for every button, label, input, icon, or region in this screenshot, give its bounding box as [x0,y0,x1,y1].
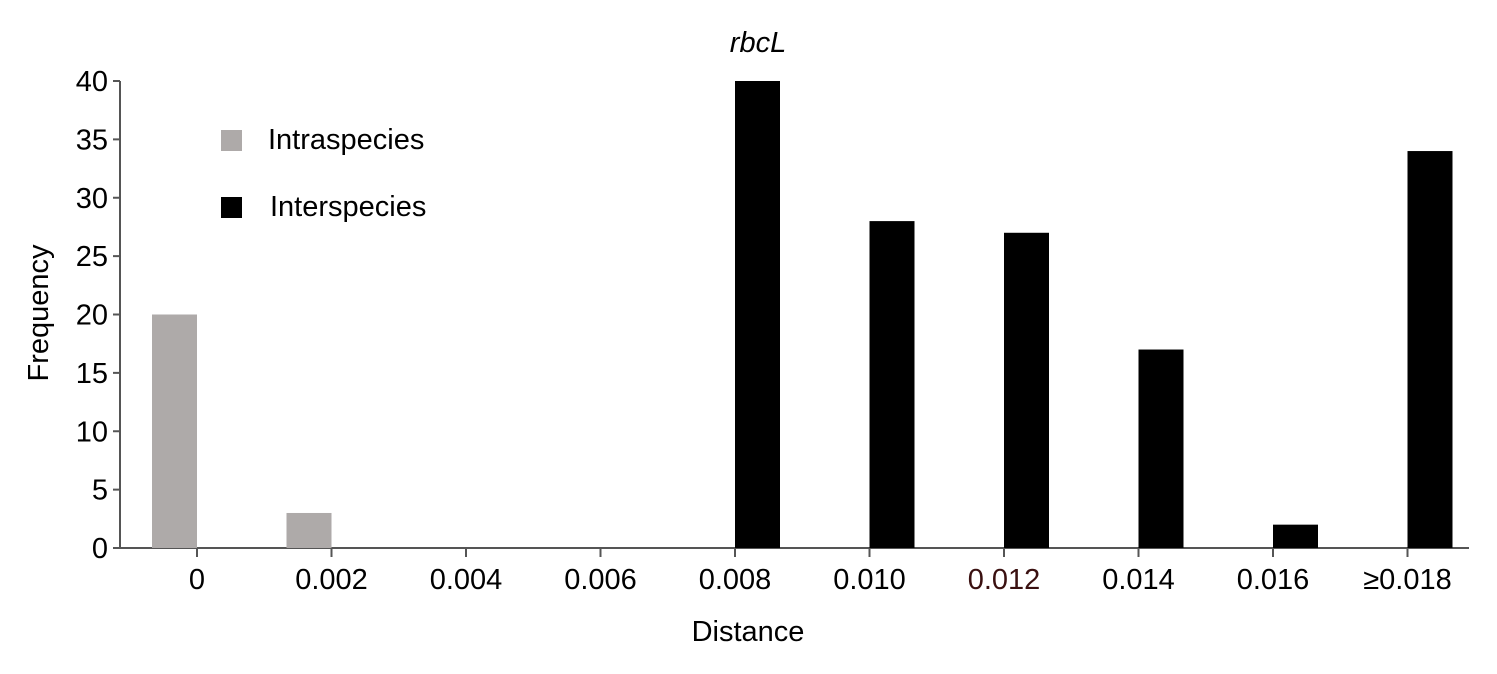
axes: 0 5 10 15 20 25 30 35 40 0 0.002 0.004 0.006 0.008 0.0… [76,66,1469,596]
chart-title: rbcL [730,27,786,59]
bar-interspecies-4 [735,81,780,548]
bar-intraspecies-0 [152,314,197,548]
y-tick-label: 15 [76,358,108,390]
y-tick-label: 40 [76,66,108,98]
legend-swatch-intraspecies [221,130,242,151]
x-axis-title: Distance [692,616,805,648]
y-tick-label: 0 [92,533,108,565]
legend-label-interspecies: Interspecies [270,191,426,223]
x-tick-label: 0.002 [295,564,368,596]
bar-interspecies-6 [1004,232,1049,548]
y-tick-label: 10 [76,416,108,448]
x-tick-label: 0.006 [564,564,637,596]
bar-interspecies-9 [1407,151,1453,549]
legend-label-intraspecies: Intraspecies [268,124,424,156]
y-tick-label: 20 [76,300,108,332]
x-tick-label: 0.004 [430,564,503,596]
bar-interspecies-7 [1138,349,1184,548]
y-axis-title: Frequency [23,244,55,382]
bar-interspecies-5 [869,221,915,548]
y-tick-label: 35 [76,124,108,156]
legend: Intraspecies Interspecies [221,124,426,223]
bar-intraspecies-1 [286,512,332,548]
x-tick-label: 0.014 [1102,564,1175,596]
x-tick-label: 0.012 [968,564,1041,596]
y-tick-label: 25 [76,241,108,273]
legend-swatch-interspecies [221,197,242,218]
x-tick-label: 0.010 [833,564,906,596]
x-tick-label: 0 [189,564,205,596]
y-tick-label: 30 [76,183,108,215]
x-tick-label: 0.016 [1237,564,1310,596]
bar-interspecies-8 [1273,524,1318,548]
x-tick-label: 0.008 [699,564,772,596]
y-tick-label: 5 [92,475,108,507]
bars [152,81,1453,549]
x-tick-label: ≥0.018 [1363,564,1452,596]
